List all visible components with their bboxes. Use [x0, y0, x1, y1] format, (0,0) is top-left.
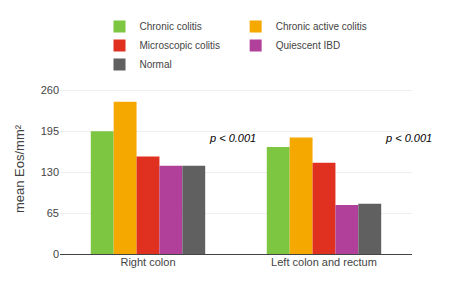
svg-text:Right colon: Right colon [120, 256, 175, 268]
svg-text:Left colon and rectum: Left colon and rectum [271, 256, 377, 268]
svg-text:mean Eos/mm²: mean Eos/mm² [12, 124, 27, 213]
svg-text:p < 0.001: p < 0.001 [209, 132, 256, 144]
svg-text:Chronic active colitis: Chronic active colitis [276, 21, 367, 32]
svg-text:p < 0.001: p < 0.001 [385, 132, 432, 144]
svg-text:Quiescent IBD: Quiescent IBD [276, 40, 340, 51]
svg-text:65: 65 [47, 207, 59, 219]
svg-text:130: 130 [41, 166, 59, 178]
svg-text:195: 195 [41, 125, 59, 137]
svg-text:260: 260 [41, 84, 59, 96]
svg-text:0: 0 [53, 248, 59, 260]
svg-text:Normal: Normal [140, 59, 172, 70]
svg-text:Microscopic colitis: Microscopic colitis [140, 40, 221, 51]
svg-text:Chronic colitis: Chronic colitis [140, 21, 202, 32]
